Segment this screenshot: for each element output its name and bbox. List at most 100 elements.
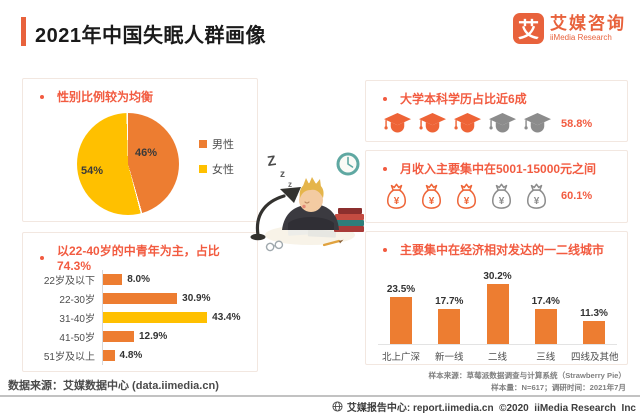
money-bag-icon [524, 182, 549, 210]
logo-name-en: iiMedia Research [550, 33, 612, 42]
money-bag-icons [384, 182, 559, 210]
age-bar [103, 350, 115, 361]
age-value-label: 30.9% [182, 293, 211, 304]
gender-legend: 男性 女性 [199, 136, 234, 177]
city-category-label: 三线 [536, 352, 556, 363]
age-row: 22-30岁 30.9% [31, 289, 251, 308]
logo-name-cn: 艾媒咨询 [550, 14, 626, 33]
age-value-label: 43.4% [212, 312, 241, 323]
iimedia-logo-icon: 艾 [513, 13, 544, 44]
bullet-icon [40, 94, 44, 99]
svg-text:z: z [288, 180, 292, 189]
age-row: 51岁及以上 4.8% [31, 346, 251, 365]
bullet-icon [383, 166, 387, 171]
legend-swatch [199, 140, 207, 148]
age-row: 31-40岁 43.4% [31, 308, 251, 327]
city-card: 主要集中在经济相对发达的一二线城市 23.5% 17.7% 30.2% 17.4% 11… [365, 231, 628, 365]
city-category-label: 新一线 [434, 352, 464, 363]
graduation-cap-icon [419, 113, 446, 135]
bullet-icon [40, 255, 44, 260]
gender-card-header: 性别比例较为均衡 [23, 79, 257, 105]
graduation-cap-icon [489, 113, 516, 135]
gender-pie-chart [77, 113, 179, 215]
education-card-title: 大学本科学历占比近6成 [400, 92, 527, 106]
money-bag-icon [489, 182, 514, 210]
city-bar [583, 321, 605, 344]
city-card-header: 主要集中在经济相对发达的一二线城市 [366, 232, 627, 258]
city-bar [486, 284, 509, 344]
city-category-label: 二线 [487, 352, 507, 363]
footer-report-text: 艾媒报告中心: report.iimedia.cn ©2020 iiMedia … [346, 403, 636, 414]
sleeping-person-illustration: Z z z z [250, 152, 364, 252]
city-value-label: 17.7% [435, 296, 464, 307]
city-column: 17.7% [426, 296, 472, 344]
globe-icon [332, 401, 343, 412]
money-bag-icon [454, 182, 479, 210]
data-source-text: 数据来源：艾媒数据中心 (data.iimedia.cn) [8, 380, 219, 392]
footer-divider [0, 395, 640, 397]
legend-label: 男性 [212, 139, 234, 151]
age-bar [103, 331, 134, 342]
pie-value-female: 54% [81, 165, 104, 177]
page-title: 2021年中国失眠人群画像 [35, 25, 266, 47]
city-bar [438, 309, 461, 344]
city-card-title: 主要集中在经济相对发达的一二线城市 [400, 243, 605, 257]
legend-item: 男性 [199, 136, 234, 152]
sample-source: 样本来源：草莓派数据调查与计算系统（Strawberry Pie） [428, 371, 626, 380]
gender-card-title: 性别比例较为均衡 [57, 90, 154, 104]
education-value: 58.8% [561, 118, 593, 130]
footer-report-center: 艾媒报告中心: report.iimedia.cn ©2020 iiMedia … [332, 399, 636, 414]
age-value-label: 4.8% [119, 350, 143, 361]
city-column: 23.5% [378, 284, 424, 344]
pie-value-male: 46% [135, 147, 158, 159]
age-category-label: 41-50岁 [59, 333, 95, 344]
education-card-header: 大学本科学历占比近6成 [366, 81, 627, 107]
age-category-label: 31-40岁 [59, 314, 95, 325]
graduation-cap-icon [524, 113, 551, 135]
city-bars: 23.5% 17.7% 30.2% 17.4% 11.3% [378, 268, 617, 345]
age-card-title: 以22-40岁的中青年为主，占比74.3% [57, 244, 220, 273]
age-value-label: 12.9% [138, 331, 168, 342]
city-category-label: 北上广深 [381, 352, 420, 363]
city-column: 11.3% [571, 308, 617, 344]
age-bar-chart: 22岁及以下 8.0% 22-30岁 30.9% 31-40岁 43.4% 41-50岁 12… [31, 270, 251, 365]
city-category-label: 四线及其他 [571, 352, 619, 363]
bullet-icon [383, 247, 387, 252]
age-bar [103, 293, 178, 304]
age-category-label: 22-30岁 [59, 295, 95, 306]
sample-size: 样本量：N=617；调研时间：2021年7月 [491, 382, 626, 392]
age-card: 以22-40岁的中青年为主，占比74.3% 22岁及以下 8.0% 22-30岁 30… [22, 232, 258, 372]
iimedia-logo: 艾 艾媒咨询 iiMedia Research [513, 13, 626, 44]
age-card-header: 以22-40岁的中青年为主，占比74.3% [23, 233, 257, 273]
education-pictograph: 58.8% [384, 113, 627, 135]
age-category-label: 22岁及以下 [43, 276, 95, 287]
clock-icon [336, 152, 360, 176]
gender-card: 性别比例较为均衡 46% 54% 男性 女性 [22, 78, 258, 222]
education-card: 大学本科学历占比近6成 58.8% [365, 80, 628, 142]
income-card: 月收入主要集中在5001-15000元之间 60.1% [365, 150, 628, 223]
sleeping-person [282, 177, 339, 230]
city-value-label: 17.4% [531, 296, 560, 307]
income-card-title: 月收入主要集中在5001-15000元之间 [400, 162, 597, 176]
age-row: 41-50岁 12.9% [31, 327, 251, 346]
city-axis-labels: 北上广深 新一线 二线 三线 四线及其他 [378, 349, 619, 363]
city-bar [390, 297, 412, 344]
books-stack [334, 208, 364, 232]
money-bag-icon [384, 182, 409, 210]
age-row: 22岁及以下 8.0% [31, 270, 251, 289]
graduation-cap-icons [384, 113, 559, 135]
age-bar [103, 274, 123, 285]
legend-swatch [199, 165, 207, 173]
svg-text:z: z [280, 169, 285, 180]
city-bar [534, 309, 557, 344]
age-category-label: 51岁及以上 [43, 352, 95, 363]
income-pictograph: 60.1% [384, 182, 627, 210]
graduation-cap-icon [384, 113, 411, 135]
city-column: 17.4% [523, 296, 569, 344]
city-value-label: 11.3% [580, 308, 608, 319]
city-column: 30.2% [475, 271, 521, 344]
age-value-label: 8.0% [127, 274, 150, 285]
glasses [265, 240, 284, 252]
desk-lamp [250, 187, 301, 241]
